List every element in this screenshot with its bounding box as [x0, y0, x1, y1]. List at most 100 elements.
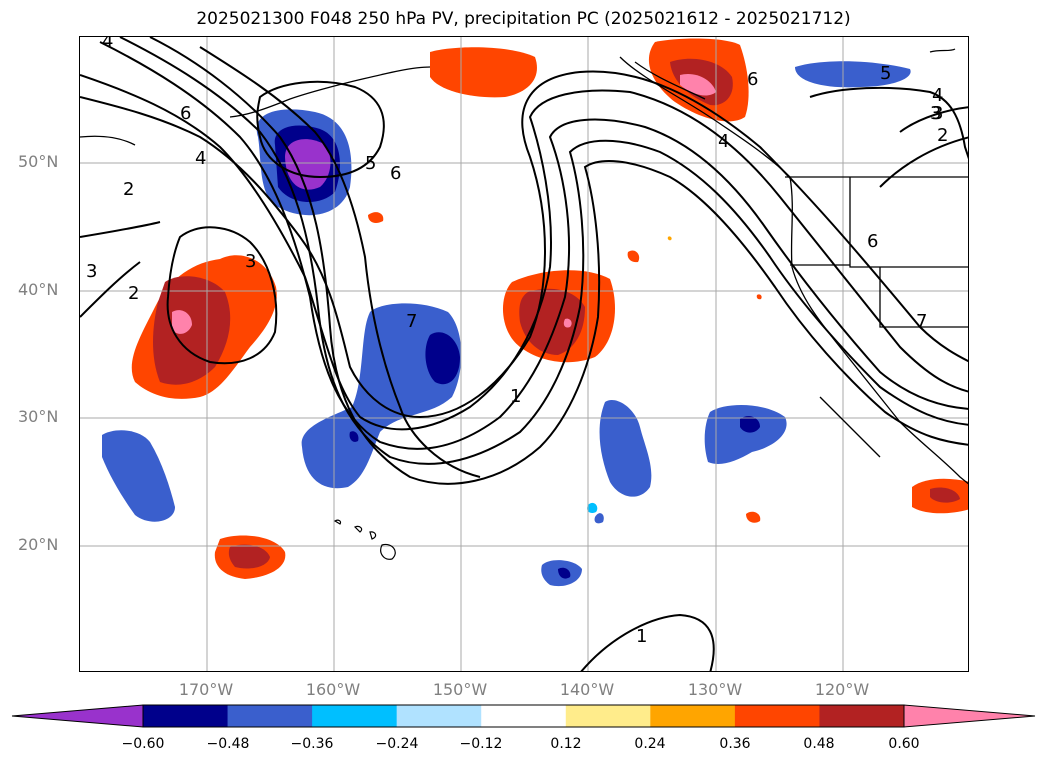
- precip-positive-blob: [756, 294, 762, 300]
- pv-contour: [580, 613, 715, 671]
- contour-label: 6: [180, 103, 191, 124]
- colorbar: [11, 704, 1036, 728]
- map-canvas: 4 6 4 2 3 2 3 5 6 7 1 4 3 6 5 4 3 2 6 7 …: [80, 37, 968, 671]
- precip-positive-blob: [519, 288, 585, 355]
- precip-positive-blob: [930, 487, 960, 503]
- precip-negative-blob: [349, 431, 359, 442]
- precip-shading: [102, 38, 968, 587]
- pv-contour: [166, 226, 278, 365]
- colorbar-segment: [734, 705, 820, 727]
- contour-label: 4: [195, 148, 206, 169]
- colorbar-tick-label: 0.60: [888, 736, 920, 752]
- lat-label-30n: 30°N: [18, 407, 59, 426]
- precip-positive-blob: [680, 73, 716, 96]
- pv-contour: [879, 136, 968, 188]
- colorbar-tick-label: −0.36: [290, 736, 334, 752]
- lat-label-50n: 50°N: [18, 152, 59, 171]
- contour-label: 7: [916, 311, 927, 332]
- colorbar-tick-label: 0.24: [634, 736, 666, 752]
- contour-label: 2: [128, 283, 139, 304]
- lon-label-140w: 140°W: [559, 680, 615, 699]
- colorbar-segments: [11, 704, 1036, 728]
- contour-label: 7: [406, 311, 417, 332]
- pv-contour: [149, 37, 968, 485]
- colorbar-tick-label: 0.48: [803, 736, 835, 752]
- contour-label: 4: [718, 131, 729, 152]
- pv-contour: [199, 46, 481, 478]
- precip-positive-blob: [228, 544, 270, 569]
- lon-label-150w: 150°W: [432, 680, 488, 699]
- precip-negative-blob: [587, 502, 598, 514]
- pv-contour: [80, 261, 141, 318]
- precip-positive-blob: [746, 511, 761, 523]
- precip-positive-blob: [667, 236, 672, 241]
- pv-contour: [99, 41, 968, 450]
- colorbar-tick-label: −0.12: [459, 736, 503, 752]
- pv-contour: [119, 37, 968, 465]
- lon-label-130w: 130°W: [687, 680, 743, 699]
- precip-negative-blob: [558, 567, 571, 579]
- lon-label-120w: 120°W: [814, 680, 870, 699]
- precip-negative-blob: [102, 430, 175, 522]
- lat-label-40n: 40°N: [18, 280, 59, 299]
- pv-contour: [256, 80, 385, 179]
- colorbar-segment: [650, 705, 736, 727]
- colorbar-segment: [819, 705, 905, 727]
- pv-contour: [899, 106, 968, 133]
- contour-label: 3: [932, 103, 943, 124]
- precip-positive-blob: [627, 250, 640, 263]
- colorbar-tick-label: 0.36: [719, 736, 751, 752]
- map-title: 2025021300 F048 250 hPa PV, precipitatio…: [196, 9, 851, 29]
- colorbar-tick-label: −0.24: [375, 736, 419, 752]
- contour-label: 4: [102, 37, 113, 52]
- precip-positive-blob: [153, 276, 231, 385]
- contour-label: 3: [86, 261, 97, 282]
- hawaiian-islands: [333, 519, 396, 560]
- lon-label-170w: 170°W: [178, 680, 234, 699]
- contour-label: 3: [245, 251, 256, 272]
- graticule: [80, 37, 968, 671]
- precip-negative-blob: [599, 399, 652, 497]
- colorbar-segment: [481, 705, 567, 727]
- precip-negative-blob: [795, 61, 911, 88]
- precip-positive-blob: [430, 47, 537, 98]
- contour-labels: 4 6 4 2 3 2 3 5 6 7 1 4 3 6 5 4 3 2 6 7 …: [86, 37, 948, 647]
- contour-label: 3: [930, 103, 941, 124]
- precip-negative-blob: [425, 332, 460, 385]
- precip-positive-blob: [172, 310, 192, 334]
- contour-label: 1: [510, 386, 521, 407]
- colorbar-tick-label: −0.48: [206, 736, 250, 752]
- colorbar-segment: [396, 705, 482, 727]
- colorbar-outline: [142, 704, 905, 728]
- colorbar-extend-low: [11, 704, 144, 728]
- pv-contour: [80, 221, 161, 238]
- contour-label: 2: [937, 125, 948, 146]
- lat-label-20n: 20°N: [18, 535, 59, 554]
- contour-label: 4: [932, 85, 943, 106]
- contour-label: 6: [747, 69, 758, 90]
- map-area: 4 6 4 2 3 2 3 5 6 7 1 4 3 6 5 4 3 2 6 7 …: [79, 36, 969, 672]
- colorbar-segment: [312, 705, 398, 727]
- contour-label: 5: [365, 153, 376, 174]
- colorbar-segment: [565, 705, 651, 727]
- precip-negative-blob: [301, 303, 462, 489]
- pv-contours: [80, 37, 968, 671]
- lon-label-160w: 160°W: [305, 680, 361, 699]
- contour-label: 6: [390, 163, 401, 184]
- contour-label: 2: [123, 179, 134, 200]
- contour-label: 6: [867, 231, 878, 252]
- colorbar-segment: [227, 705, 313, 727]
- precip-positive-blob: [563, 318, 572, 328]
- colorbar-tick-label: −0.60: [121, 736, 165, 752]
- precip-positive-blob: [368, 212, 384, 223]
- colorbar-tick-label: 0.12: [550, 736, 582, 752]
- contour-label: 1: [636, 626, 647, 647]
- colorbar-segment: [143, 705, 229, 727]
- colorbar-extend-high: [903, 704, 1036, 728]
- precip-negative-blob: [704, 405, 787, 464]
- pv-contour: [80, 74, 968, 431]
- pv-contour: [809, 86, 968, 160]
- contour-label: 5: [880, 63, 891, 84]
- precip-negative-blob: [740, 416, 760, 433]
- precip-negative-blob: [594, 513, 604, 524]
